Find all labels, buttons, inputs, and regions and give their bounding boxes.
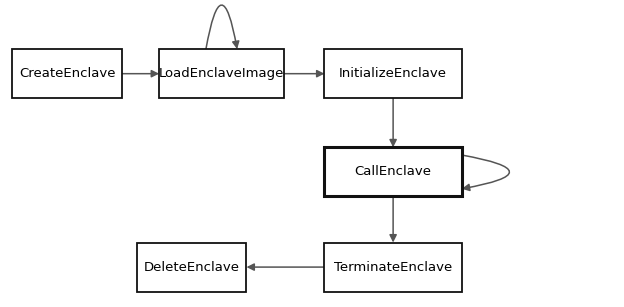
FancyBboxPatch shape <box>324 49 462 98</box>
FancyBboxPatch shape <box>324 147 462 196</box>
Text: LoadEnclaveImage: LoadEnclaveImage <box>159 67 284 80</box>
FancyBboxPatch shape <box>324 243 462 292</box>
FancyBboxPatch shape <box>137 243 246 292</box>
Text: CallEnclave: CallEnclave <box>354 165 432 178</box>
Text: CreateEnclave: CreateEnclave <box>19 67 115 80</box>
Text: DeleteEnclave: DeleteEnclave <box>144 261 240 274</box>
Text: InitializeEnclave: InitializeEnclave <box>339 67 447 80</box>
Text: TerminateEnclave: TerminateEnclave <box>334 261 452 274</box>
FancyBboxPatch shape <box>12 49 122 98</box>
FancyBboxPatch shape <box>159 49 284 98</box>
